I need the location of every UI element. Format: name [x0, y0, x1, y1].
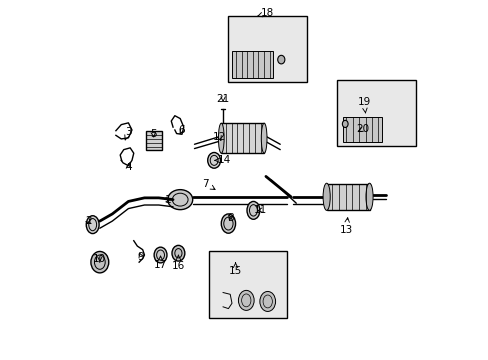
Text: 4: 4: [125, 162, 131, 172]
Ellipse shape: [167, 190, 192, 210]
Text: 1: 1: [164, 195, 171, 204]
Ellipse shape: [365, 183, 372, 210]
Text: 17: 17: [154, 256, 167, 270]
Text: 3: 3: [124, 127, 131, 140]
Ellipse shape: [259, 292, 275, 311]
Ellipse shape: [86, 216, 99, 234]
Text: 5: 5: [150, 129, 156, 139]
Bar: [337, 80, 415, 146]
Ellipse shape: [246, 202, 259, 219]
Ellipse shape: [323, 183, 329, 210]
Ellipse shape: [342, 120, 347, 127]
Bar: [228, 16, 306, 82]
Text: 13: 13: [339, 218, 352, 235]
Ellipse shape: [154, 247, 166, 263]
Ellipse shape: [277, 55, 285, 64]
Text: 2: 2: [85, 216, 92, 226]
Text: 11: 11: [253, 205, 266, 215]
Text: 8: 8: [226, 212, 233, 222]
Text: 9: 9: [137, 252, 144, 262]
Ellipse shape: [91, 251, 108, 273]
Ellipse shape: [207, 153, 220, 168]
Text: 19: 19: [357, 97, 370, 113]
Text: 10: 10: [93, 254, 106, 264]
Text: 16: 16: [171, 255, 184, 271]
Text: 20: 20: [355, 124, 368, 134]
Bar: [342, 117, 381, 143]
Ellipse shape: [238, 291, 254, 310]
Ellipse shape: [221, 214, 235, 233]
Bar: [221, 123, 264, 153]
Text: 7: 7: [202, 179, 215, 189]
Text: 21: 21: [216, 94, 229, 104]
Text: 18: 18: [257, 8, 274, 18]
Ellipse shape: [218, 123, 224, 153]
Bar: [231, 51, 272, 78]
Text: 12: 12: [212, 132, 225, 142]
Text: 15: 15: [228, 263, 242, 276]
Bar: [146, 131, 162, 150]
Text: 6: 6: [178, 125, 185, 135]
Text: 14: 14: [215, 156, 231, 165]
Ellipse shape: [261, 123, 266, 153]
Bar: [208, 251, 287, 318]
Bar: [326, 184, 369, 210]
Ellipse shape: [172, 246, 184, 261]
